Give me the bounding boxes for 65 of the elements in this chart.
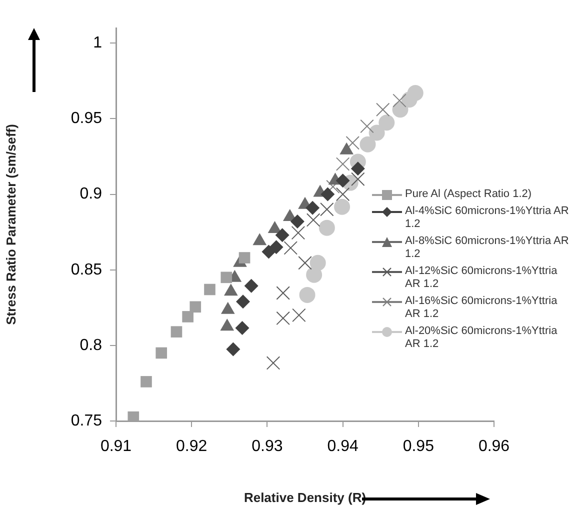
y-tick-label: 0.9 <box>80 186 102 203</box>
point <box>351 172 365 186</box>
point <box>276 311 290 326</box>
legend-label: Al-20%SiC 60microns-1%Yttria AR 1.2 <box>405 325 558 351</box>
legend-label: Al-16%SiC 60microns-1%Yttria AR 1.2 <box>405 295 558 321</box>
point <box>182 311 194 322</box>
point <box>190 301 202 313</box>
x-tick-label: 0.91 <box>100 438 132 456</box>
legend-label: Pure Al (Aspect Ratio 1.2) <box>405 188 532 201</box>
point <box>220 272 232 284</box>
point <box>360 119 374 134</box>
legend-label: Al-8%SiC 60microns-1%Yttria AR 1.2 <box>405 235 570 261</box>
legend-label: Al-12%SiC 60microns-1%Yttria AR 1.2 <box>405 265 558 291</box>
point <box>140 376 152 388</box>
point <box>334 198 350 215</box>
y-tick-label: 0.75 <box>70 412 102 430</box>
x-tick-label: 0.96 <box>478 438 510 456</box>
point <box>360 136 376 152</box>
y-tick-label: 0.85 <box>70 261 102 278</box>
point <box>378 114 395 131</box>
point <box>291 226 306 240</box>
point <box>170 326 182 338</box>
point <box>292 308 306 322</box>
y-tick-label: 0.95 <box>70 110 102 128</box>
x-tick-label: 0.92 <box>176 438 208 456</box>
point <box>156 347 168 359</box>
point <box>306 200 320 215</box>
point <box>350 162 365 176</box>
point <box>376 102 390 116</box>
point <box>392 94 406 108</box>
point <box>318 220 335 236</box>
point <box>310 254 326 271</box>
point <box>235 321 250 336</box>
point <box>336 174 350 188</box>
point <box>407 84 424 101</box>
y-tick-label: 0.8 <box>80 336 102 354</box>
legend-label: Al-4%SiC 60microns-1%Yttria AR 1.2 <box>405 205 570 231</box>
y-tick-label: 1 <box>93 34 102 52</box>
point <box>346 136 360 150</box>
point <box>266 356 280 370</box>
point <box>244 278 258 293</box>
point <box>236 294 250 309</box>
point <box>320 187 335 202</box>
point <box>299 286 316 303</box>
point <box>284 241 298 255</box>
point <box>368 124 385 141</box>
point <box>238 252 250 264</box>
point <box>306 213 320 227</box>
point <box>336 187 350 202</box>
point <box>262 244 276 259</box>
y-axis-title: Stress Ratio Parameter (sm/seff) <box>3 124 18 325</box>
point <box>276 286 290 300</box>
point <box>226 342 240 356</box>
x-tick-label: 0.95 <box>402 438 434 456</box>
point <box>336 157 350 171</box>
point <box>269 240 284 254</box>
point <box>290 214 304 228</box>
point <box>275 228 290 242</box>
point <box>320 202 334 216</box>
point <box>326 180 340 194</box>
x-tick-label: 0.94 <box>327 438 358 456</box>
point <box>298 256 312 270</box>
point <box>128 411 140 421</box>
point <box>204 284 216 296</box>
x-tick-label: 0.93 <box>252 438 283 456</box>
